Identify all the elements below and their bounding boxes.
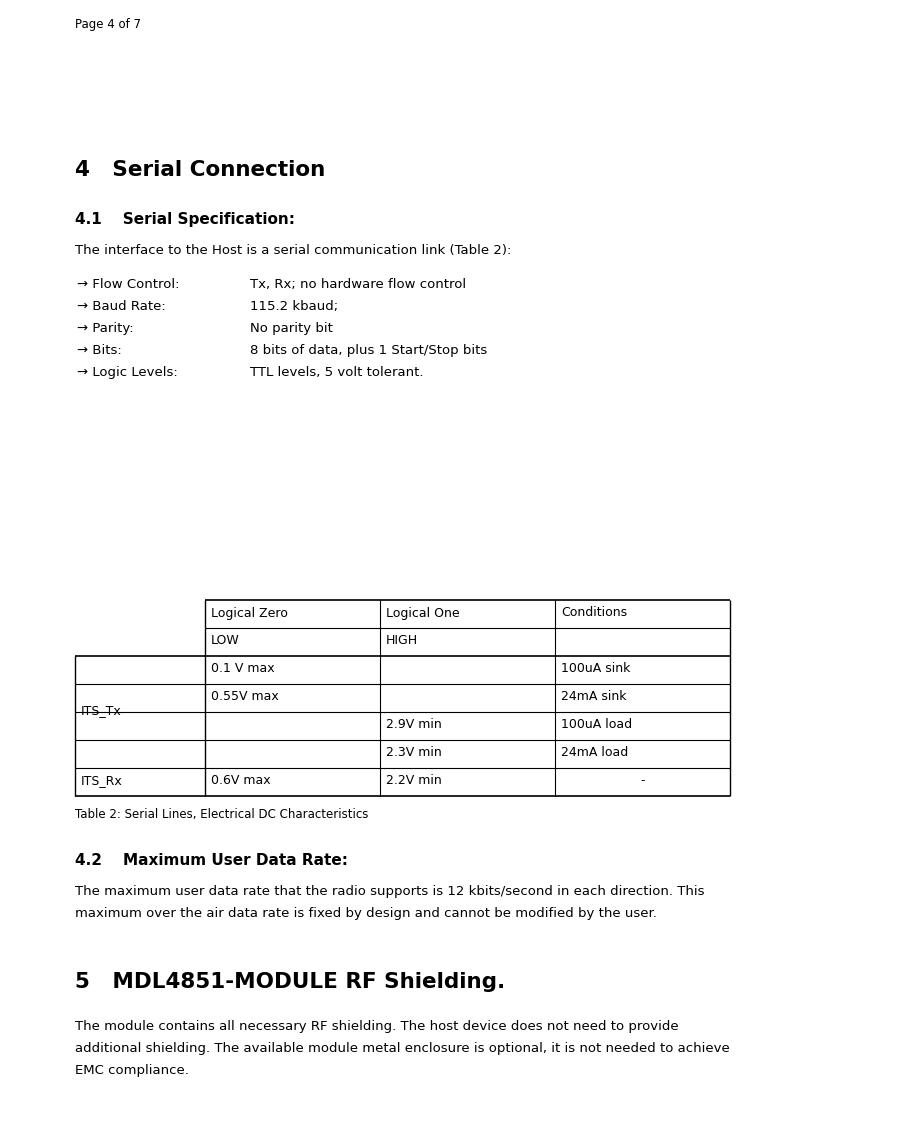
Text: 5   MDL4851-MODULE RF Shielding.: 5 MDL4851-MODULE RF Shielding. [75, 972, 505, 992]
Text: Tx, Rx; no hardware flow control: Tx, Rx; no hardware flow control [250, 278, 466, 291]
Text: 0.6V max: 0.6V max [211, 774, 270, 788]
Text: 24mA sink: 24mA sink [561, 691, 627, 703]
Text: ITS_Rx: ITS_Rx [81, 774, 123, 788]
Text: 24mA load: 24mA load [561, 747, 629, 759]
Text: → Logic Levels:: → Logic Levels: [77, 365, 178, 379]
Text: 0.55V max: 0.55V max [211, 691, 279, 703]
Text: Logical Zero: Logical Zero [211, 606, 288, 619]
Text: Table 2: Serial Lines, Electrical DC Characteristics: Table 2: Serial Lines, Electrical DC Cha… [75, 809, 368, 821]
Text: HIGH: HIGH [386, 635, 418, 648]
Text: maximum over the air data rate is fixed by design and cannot be modified by the : maximum over the air data rate is fixed … [75, 907, 657, 920]
Text: 2.3V min: 2.3V min [386, 747, 442, 759]
Text: 2.9V min: 2.9V min [386, 718, 442, 732]
Text: No parity bit: No parity bit [250, 322, 333, 335]
Text: Page 4 of 7: Page 4 of 7 [75, 18, 141, 31]
Text: EMC compliance.: EMC compliance. [75, 1064, 189, 1077]
Text: 4.2    Maximum User Data Rate:: 4.2 Maximum User Data Rate: [75, 853, 348, 868]
Text: → Bits:: → Bits: [77, 344, 122, 357]
Text: → Parity:: → Parity: [77, 322, 134, 335]
Text: 115.2 kbaud;: 115.2 kbaud; [250, 300, 338, 313]
Text: ITS_Tx: ITS_Tx [81, 705, 122, 717]
Text: Conditions: Conditions [561, 606, 627, 619]
Text: The module contains all necessary RF shielding. The host device does not need to: The module contains all necessary RF shi… [75, 1020, 678, 1034]
Text: → Baud Rate:: → Baud Rate: [77, 300, 166, 313]
Text: 0.1 V max: 0.1 V max [211, 662, 275, 676]
Text: 4.1    Serial Specification:: 4.1 Serial Specification: [75, 212, 295, 227]
Text: 4   Serial Connection: 4 Serial Connection [75, 160, 325, 180]
Text: The interface to the Host is a serial communication link (Table 2):: The interface to the Host is a serial co… [75, 244, 511, 257]
Text: 8 bits of data, plus 1 Start/Stop bits: 8 bits of data, plus 1 Start/Stop bits [250, 344, 487, 357]
Text: Logical One: Logical One [386, 606, 460, 619]
Text: 2.2V min: 2.2V min [386, 774, 442, 788]
Text: 100uA load: 100uA load [561, 718, 632, 732]
Text: TTL levels, 5 volt tolerant.: TTL levels, 5 volt tolerant. [250, 365, 424, 379]
Text: 100uA sink: 100uA sink [561, 662, 630, 676]
Text: LOW: LOW [211, 635, 240, 648]
Text: additional shielding. The available module metal enclosure is optional, it is no: additional shielding. The available modu… [75, 1042, 730, 1055]
Text: → Flow Control:: → Flow Control: [77, 278, 179, 291]
Text: The maximum user data rate that the radio supports is 12 kbits/second in each di: The maximum user data rate that the radi… [75, 885, 704, 898]
Text: -: - [641, 774, 645, 788]
